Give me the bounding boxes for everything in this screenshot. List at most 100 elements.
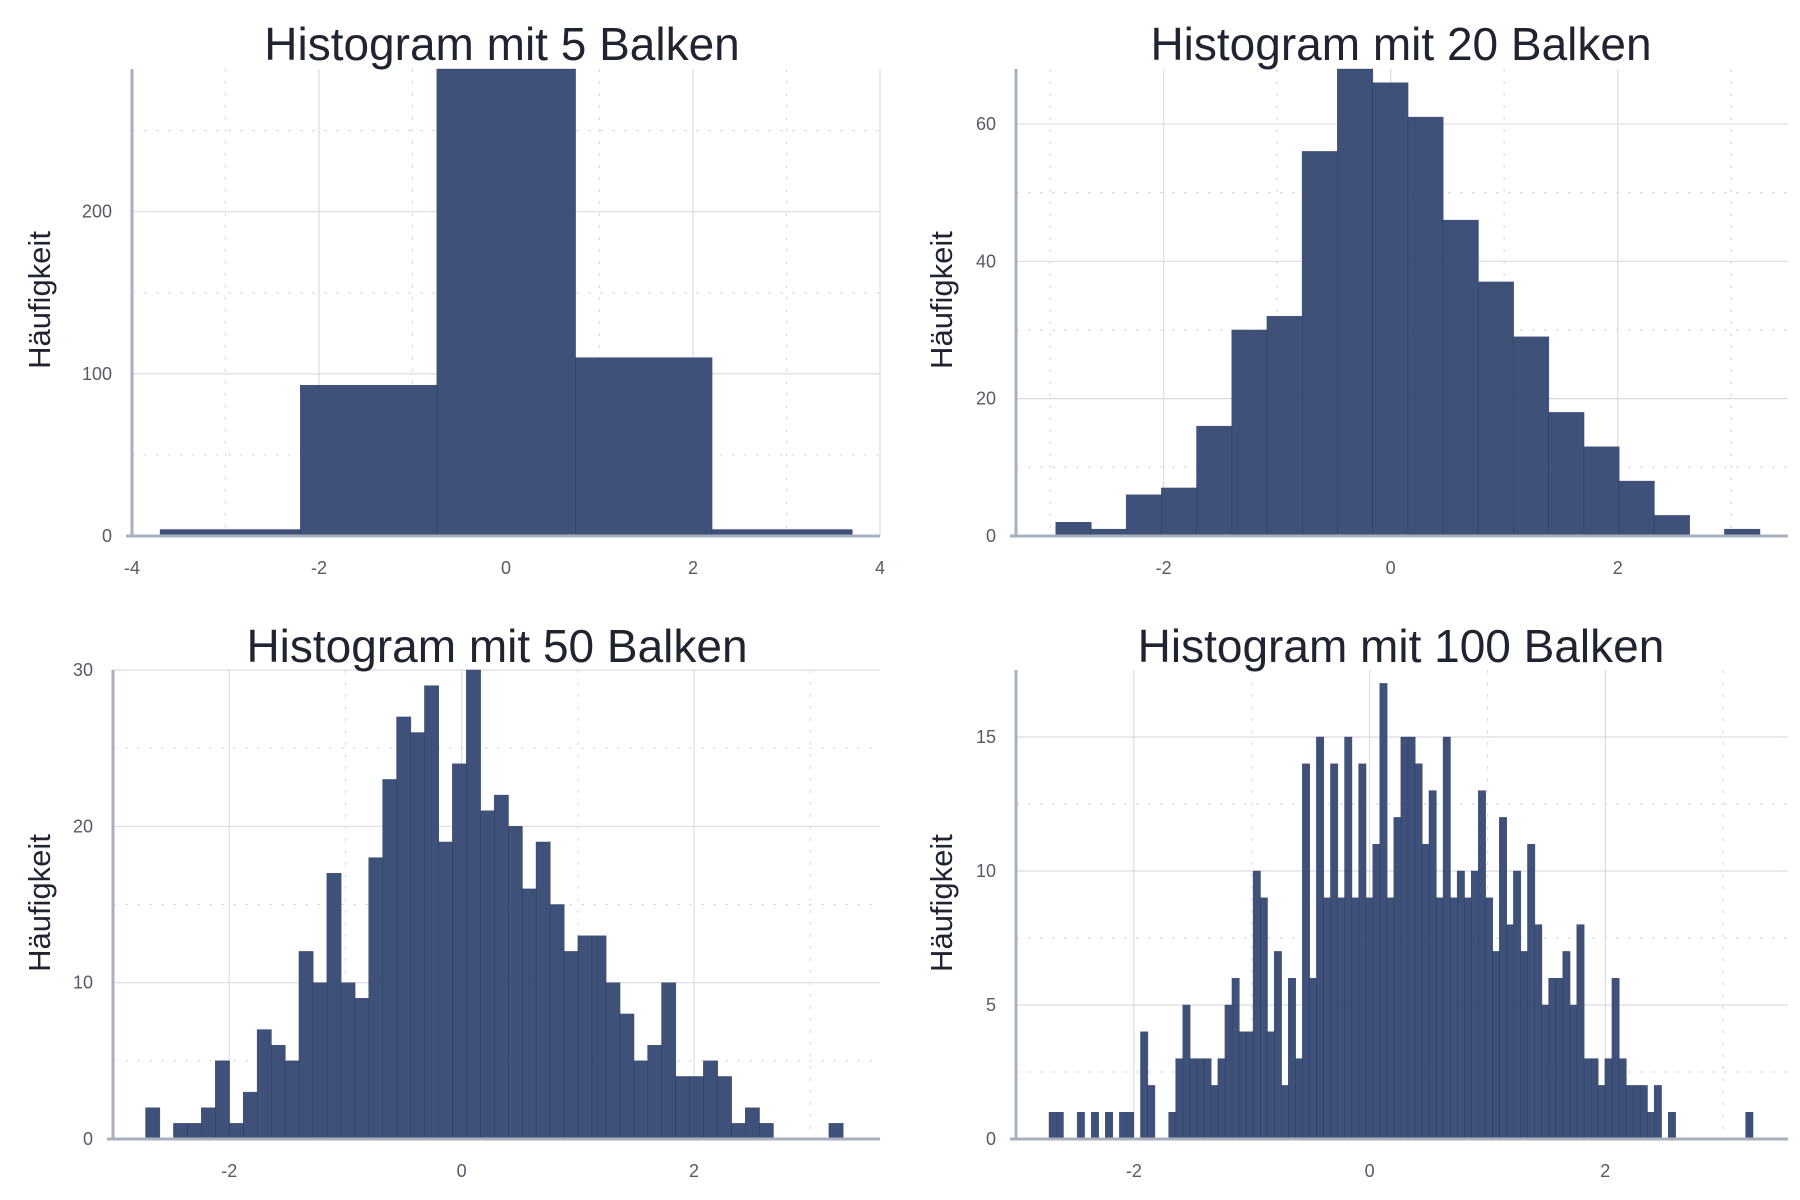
y-tick-label: 10 — [73, 973, 93, 993]
histogram-bar — [466, 669, 481, 1140]
histogram-bar — [452, 763, 467, 1140]
x-tick-label: 2 — [688, 558, 698, 578]
y-tick-label: 0 — [83, 1129, 93, 1149]
histogram-bar — [1562, 951, 1571, 1140]
histogram-bar — [1316, 736, 1325, 1140]
histogram-bar — [1288, 978, 1296, 1140]
histogram-bar — [1048, 1111, 1057, 1140]
histogram-bar — [215, 1060, 230, 1140]
histogram-bar — [145, 1107, 161, 1140]
histogram-bar — [605, 982, 621, 1140]
histogram-bar — [1583, 1058, 1592, 1140]
y-tick-label: 0 — [986, 1129, 996, 1149]
histogram-bar — [1513, 870, 1522, 1140]
histogram-bar — [1569, 1004, 1578, 1140]
histogram-bar — [1442, 219, 1479, 537]
histogram-bar — [647, 1044, 663, 1140]
histogram-bar — [187, 1123, 202, 1140]
histogram-bar — [340, 982, 356, 1140]
histogram-bar — [1295, 1058, 1303, 1140]
histogram-bar — [1653, 1085, 1662, 1140]
histogram-bar — [1358, 763, 1367, 1140]
histogram-bar — [410, 732, 426, 1140]
histogram-bar — [270, 1044, 286, 1140]
histogram-bar — [1449, 897, 1458, 1140]
histogram-bar — [1618, 1058, 1627, 1140]
y-tick-label: 60 — [976, 114, 996, 134]
histogram-bar — [1372, 82, 1409, 537]
histogram-bar — [1520, 951, 1529, 1140]
histogram-bar — [1119, 1111, 1128, 1140]
chart-title: Histogram mit 50 Balken — [246, 620, 747, 672]
histogram-bar — [1125, 494, 1162, 537]
histogram-bar — [1463, 897, 1472, 1140]
histogram-bar — [1365, 897, 1374, 1140]
histogram-bar — [549, 904, 565, 1140]
histogram-bar — [717, 1076, 732, 1140]
histogram-bar — [1477, 281, 1514, 537]
histogram-bar — [1337, 897, 1346, 1140]
histogram-bar — [619, 1013, 635, 1140]
histogram-bar — [480, 810, 495, 1140]
histogram-bar — [1499, 817, 1507, 1140]
histogram-bar — [703, 1060, 718, 1140]
y-axis-label: Häufigkeit — [22, 231, 57, 369]
histogram-bar — [1273, 951, 1282, 1140]
y-tick-label: 40 — [976, 251, 996, 271]
x-tick-label: 0 — [1365, 1161, 1375, 1181]
histogram-bar — [354, 998, 370, 1140]
histogram-bar — [1442, 736, 1451, 1140]
y-tick-label: 30 — [73, 660, 93, 680]
histogram-bar — [173, 1123, 188, 1140]
histogram-bar — [535, 841, 551, 1140]
y-tick-label: 200 — [82, 202, 112, 222]
histogram-bar — [1245, 1031, 1254, 1140]
histogram-bar — [1407, 736, 1416, 1140]
histogram-bar — [521, 888, 537, 1140]
histogram-bar — [1576, 924, 1585, 1140]
histogram-bar — [1435, 897, 1444, 1140]
histogram-bar — [1175, 1058, 1184, 1140]
histogram-bar — [1527, 844, 1536, 1140]
histogram-bar — [1266, 1031, 1275, 1140]
histogram-bar — [1604, 1058, 1613, 1140]
chart-panel-4: 0 5 10 15 -2 0 2 Histogram mit 100 Balken Häufig… — [924, 620, 1788, 1181]
histogram-bar — [1302, 763, 1310, 1140]
histogram-bar — [507, 826, 523, 1140]
histogram-bar — [1105, 1111, 1113, 1140]
histogram-bar — [1379, 683, 1388, 1140]
y-tick-label: 15 — [976, 727, 996, 747]
histogram-bar — [1668, 1111, 1676, 1140]
histogram-bar — [731, 1123, 746, 1140]
histogram-bar — [1548, 978, 1557, 1140]
histogram-bar — [1414, 763, 1423, 1140]
histogram-bar — [1625, 1085, 1634, 1140]
y-axis-label: Häufigkeit — [924, 231, 959, 369]
histogram-bar — [1583, 446, 1620, 537]
histogram-bar — [1456, 870, 1465, 1140]
histogram-bar — [1344, 736, 1353, 1140]
histogram-bar — [574, 357, 713, 537]
histogram-bar — [1555, 978, 1564, 1140]
histogram-bar — [493, 794, 509, 1140]
histogram-bar — [1076, 1111, 1085, 1140]
histogram-bar — [1548, 412, 1585, 537]
histogram-bar — [828, 1123, 844, 1140]
x-tick-label: -2 — [221, 1161, 237, 1181]
histogram-bar — [1210, 1085, 1219, 1140]
histogram-bar — [1055, 1111, 1064, 1140]
histogram-bar — [1407, 116, 1444, 537]
chart-panel-2: 0 20 40 60 -2 0 2 Histogram mit 20 Balken Häufig… — [924, 18, 1788, 578]
histogram-bar — [298, 951, 314, 1140]
chart-title: Histogram mit 20 Balken — [1150, 18, 1651, 70]
histogram-bar — [1485, 897, 1493, 1140]
histogram-bar — [396, 716, 412, 1140]
histogram-bar — [438, 841, 453, 1140]
histogram-bar — [633, 1060, 649, 1140]
chart-title: Histogram mit 5 Balken — [264, 18, 740, 70]
x-tick-label: 4 — [875, 558, 885, 578]
histogram-bar — [1421, 844, 1430, 1140]
histogram-bar — [1196, 425, 1233, 537]
y-axis-label: Häufigkeit — [22, 834, 57, 972]
